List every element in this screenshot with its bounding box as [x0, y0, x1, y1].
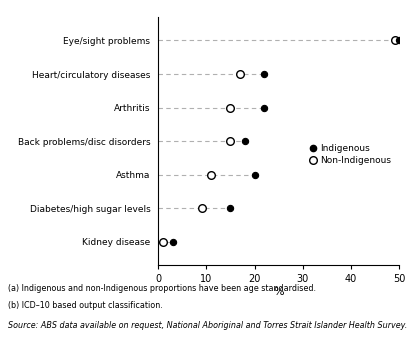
Text: (b) ICD–10 based output classification.: (b) ICD–10 based output classification. [8, 301, 163, 310]
X-axis label: %: % [273, 287, 284, 297]
Text: (a) Indigenous and non-Indigenous proportions have been age standardised.: (a) Indigenous and non-Indigenous propor… [8, 284, 316, 293]
Text: Source: ABS data available on request, National Aboriginal and Torres Strait Isl: Source: ABS data available on request, N… [8, 321, 408, 330]
Legend: Indigenous, Non-Indigenous: Indigenous, Non-Indigenous [306, 141, 395, 169]
